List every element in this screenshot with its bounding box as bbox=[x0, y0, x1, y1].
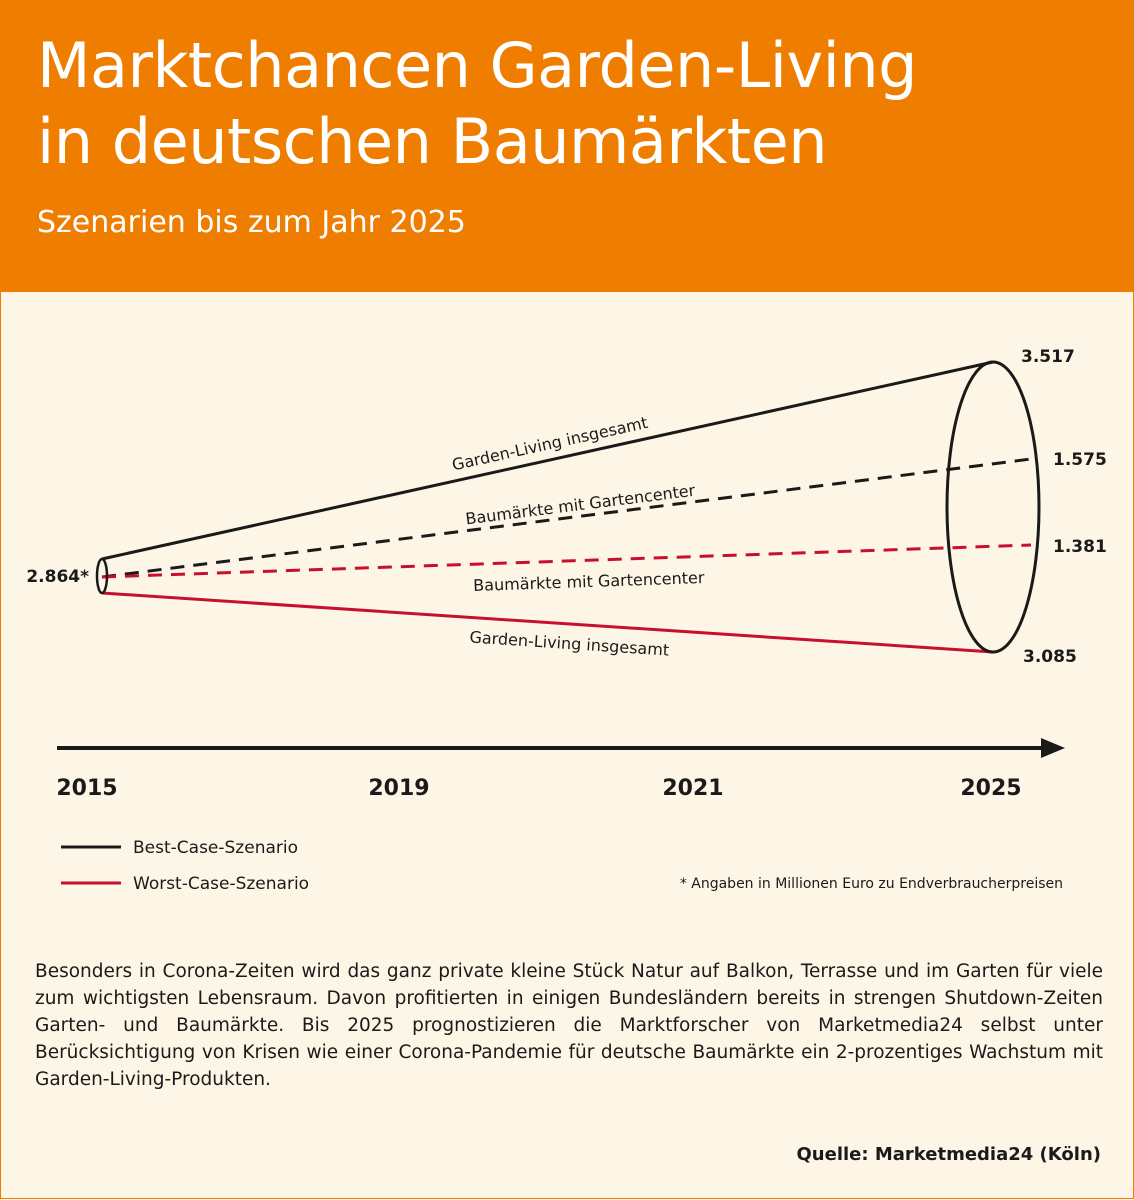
label-worst-garden-center: Baumärkte mit Gartencenter bbox=[473, 568, 705, 595]
funnel-end-ellipse bbox=[945, 360, 1041, 654]
source-credit: Quelle: Marketmedia24 (Köln) bbox=[796, 1144, 1102, 1165]
title-line-2: in deutschen Baumärkten bbox=[37, 105, 828, 178]
time-axis-arrowhead bbox=[1041, 738, 1065, 758]
best-case-total-line bbox=[101, 360, 994, 561]
worst-case-garden-center-line bbox=[101, 543, 1032, 579]
footnote: * Angaben in Millionen Euro zu Endverbra… bbox=[680, 876, 1063, 892]
value-label-worst-total: 3.085 bbox=[1023, 647, 1077, 667]
tick-label-2015: 2015 bbox=[56, 776, 117, 801]
page-subtitle: Szenarien bis zum Jahr 2025 bbox=[37, 205, 466, 240]
body-paragraph: Besonders in Corona-Zeiten wird das ganz… bbox=[35, 961, 1103, 1090]
best-case-garden-center-line bbox=[101, 457, 1032, 579]
funnel-start-ellipse bbox=[95, 557, 109, 595]
page-title: Marktchancen Garden-Living in deutschen … bbox=[37, 28, 918, 180]
value-label-best-total: 3.517 bbox=[1021, 347, 1075, 367]
tick-label-2025: 2025 bbox=[960, 776, 1021, 801]
label-worst-total: Garden-Living insgesamt bbox=[469, 627, 670, 659]
tick-label-2019: 2019 bbox=[368, 776, 429, 801]
legend-label-worst: Worst-Case-Szenario bbox=[133, 874, 309, 894]
value-label-best-garden-center: 1.575 bbox=[1053, 450, 1107, 470]
value-label-start: 2.864* bbox=[26, 567, 89, 587]
legend-label-best: Best-Case-Szenario bbox=[133, 838, 298, 858]
title-line-1: Marktchancen Garden-Living bbox=[37, 29, 918, 102]
legend: Best-Case-Szenario Worst-Case-Szenario bbox=[61, 838, 309, 894]
header-banner: Marktchancen Garden-Living in deutschen … bbox=[1, 0, 1133, 292]
value-label-worst-garden-center: 1.381 bbox=[1053, 537, 1107, 557]
tick-label-2021: 2021 bbox=[662, 776, 723, 801]
worst-case-total-line bbox=[101, 591, 994, 654]
funnel-chart: Garden-Living insgesamt Baumärkte mit Ga… bbox=[26, 347, 1107, 894]
